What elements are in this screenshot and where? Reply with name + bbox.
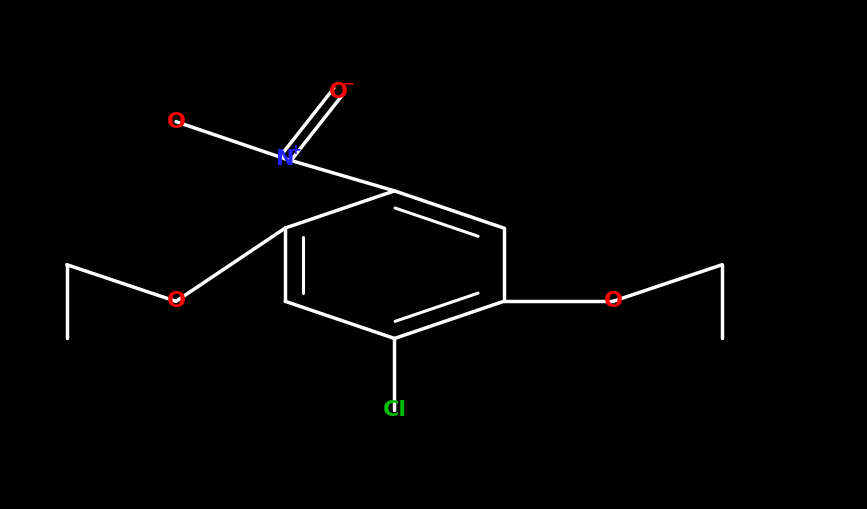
Text: O: O: [166, 111, 186, 132]
Text: N: N: [276, 149, 295, 169]
Text: Cl: Cl: [382, 400, 407, 420]
Text: O: O: [603, 291, 623, 312]
Text: +: +: [290, 144, 301, 157]
Text: O: O: [166, 291, 186, 312]
Text: O: O: [329, 81, 348, 102]
Text: −: −: [342, 76, 354, 90]
